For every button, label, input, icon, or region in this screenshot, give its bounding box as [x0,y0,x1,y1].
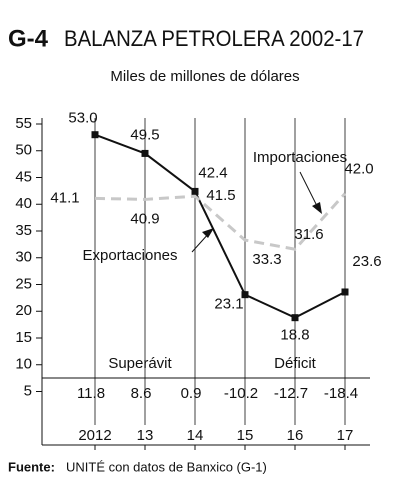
arrow-head [202,228,214,238]
marker [291,314,299,322]
source-label: Fuente: [8,459,55,474]
arrow-head [312,202,322,214]
value-label: 41.1 [50,189,79,206]
y-tick-label: 15 [15,329,32,346]
marker [91,131,99,139]
balance-value: -18.4 [324,385,358,402]
y-tick-label: 10 [15,356,32,373]
x-tick-label: 13 [137,427,154,444]
balance-group: Déficit [274,355,317,372]
value-label: 41.5 [206,187,235,204]
figure-id: G-4 [8,25,49,52]
marker [191,187,199,195]
value-label: 23.6 [352,253,381,270]
balance-value: 0.9 [181,385,202,402]
value-label: 49.5 [130,126,159,143]
balance-group: Superávit [108,355,172,372]
value-label: 31.6 [294,226,323,243]
value-label: 42.4 [198,164,227,181]
balance-value: -12.7 [274,385,308,402]
x-tick-label: 16 [287,427,304,444]
marker [141,149,149,157]
y-tick-label: 35 [15,222,32,239]
source: UNITÉ con datos de Banxico (G-1) [66,459,267,474]
balance-value: -10.2 [224,385,258,402]
chart-title: BALANZA PETROLERA 2002-17 [64,26,364,51]
y-tick-label: 40 [15,195,32,212]
marker [341,288,349,296]
y-tick-label: 25 [15,275,32,292]
y-tick-label: 5 [24,382,32,399]
x-tick-label: 14 [187,427,204,444]
y-tick-label: 30 [15,249,32,266]
y-tick-label: 55 [15,115,32,132]
x-tick-label: 15 [237,427,254,444]
arrow [299,171,319,209]
chart-subtitle: Miles de millones de dólares [110,68,299,85]
y-tick-label: 45 [15,168,32,185]
value-label: 53.0 [68,110,97,127]
value-label: 40.9 [130,210,159,227]
series-line [94,192,347,251]
y-tick-label: 50 [15,142,32,159]
balance-value: 8.6 [131,385,152,402]
value-label: 18.8 [280,327,309,344]
value-label: 33.3 [252,251,281,268]
y-tick-label: 20 [15,302,32,319]
series-label: Importaciones [253,149,347,166]
balance-value: 11.8 [77,385,105,402]
value-label: 42.0 [344,161,373,178]
series-label: Exportaciones [82,247,177,264]
x-tick-label: 17 [337,427,354,444]
x-tick-label: 2012 [78,427,111,444]
value-label: 23.1 [214,296,243,313]
series-line [94,133,346,319]
marker [241,291,249,299]
